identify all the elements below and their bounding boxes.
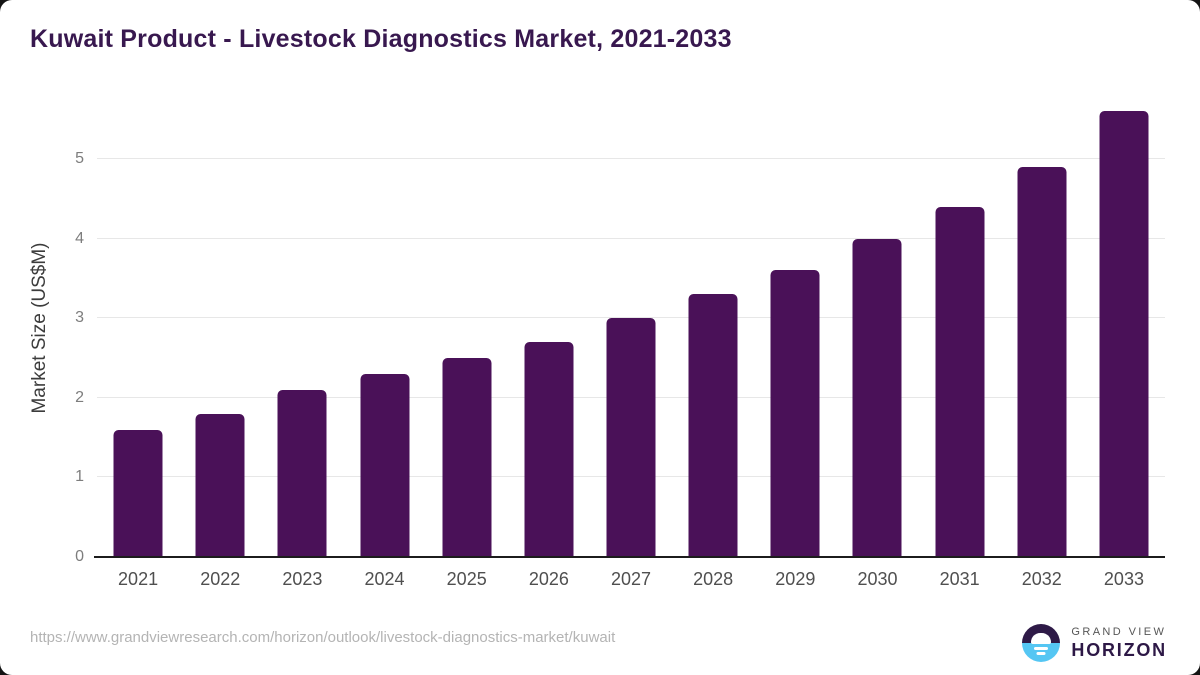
bar-slot-2030 bbox=[836, 99, 918, 557]
source-url: https://www.grandviewresearch.com/horizo… bbox=[30, 629, 616, 646]
bar-2033 bbox=[1099, 111, 1149, 557]
bar-slot-2033 bbox=[1083, 99, 1165, 557]
x-tick-label-2021: 2021 bbox=[118, 569, 159, 589]
bar-2025 bbox=[442, 358, 492, 557]
bar-slot-2025 bbox=[426, 99, 508, 557]
y-tick-label-4: 4 bbox=[75, 229, 84, 247]
bar-slot-2026 bbox=[508, 99, 590, 557]
bar-series bbox=[97, 99, 1165, 557]
x-tick-label-2029: 2029 bbox=[775, 569, 816, 589]
logo-text-horizon: HORIZON bbox=[1071, 639, 1167, 660]
x-tick-label-2022: 2022 bbox=[200, 569, 241, 589]
bar-slot-2022 bbox=[179, 99, 261, 557]
bar-2022 bbox=[195, 413, 245, 557]
plot-area bbox=[94, 99, 1165, 558]
y-tick-label-5: 5 bbox=[75, 150, 84, 167]
wave-shape bbox=[1034, 647, 1049, 650]
horizon-sunset-icon bbox=[1022, 624, 1061, 662]
x-axis-labels: 2021 2022 2023 2024 2025 2026 2027 2028 2029 2030… bbox=[97, 563, 1165, 590]
x-tick-label-2032: 2032 bbox=[1021, 569, 1062, 589]
bar-2028 bbox=[688, 294, 738, 557]
y-tick-label-2: 2 bbox=[75, 388, 84, 406]
x-tick-label-2025: 2025 bbox=[446, 569, 487, 589]
x-tick-label-2030: 2030 bbox=[857, 569, 898, 589]
sun-shape bbox=[1031, 633, 1052, 644]
bar-slot-2023 bbox=[261, 99, 343, 557]
bar-slot-2028 bbox=[672, 99, 754, 557]
x-tick-label-2033: 2033 bbox=[1103, 569, 1144, 589]
bar-slot-2029 bbox=[754, 99, 836, 557]
y-tick-label-3: 3 bbox=[75, 309, 84, 327]
x-tick-label-2031: 2031 bbox=[939, 569, 980, 589]
grand-view-horizon-logo: GRAND VIEW HORIZON bbox=[1022, 624, 1167, 662]
x-axis-line bbox=[94, 556, 1165, 558]
bar-2030 bbox=[852, 238, 902, 557]
bar-2021 bbox=[113, 429, 163, 557]
chart-title: Kuwait Product - Livestock Diagnostics M… bbox=[30, 25, 732, 53]
bar-2032 bbox=[1017, 166, 1067, 557]
bar-2027 bbox=[606, 318, 656, 557]
wave-shape bbox=[1036, 652, 1046, 655]
x-tick-label-2027: 2027 bbox=[610, 569, 652, 589]
gridline-y-3 bbox=[97, 317, 1165, 319]
logo-text-grand-view: GRAND VIEW bbox=[1071, 625, 1167, 638]
bar-2024 bbox=[360, 373, 410, 557]
bar-slot-2021 bbox=[97, 99, 179, 557]
x-tick-label-2024: 2024 bbox=[364, 569, 405, 589]
y-tick-label-1: 1 bbox=[75, 468, 84, 486]
bar-2023 bbox=[277, 389, 327, 557]
bar-2029 bbox=[770, 270, 820, 557]
bar-2026 bbox=[524, 342, 574, 557]
x-tick-label-2028: 2028 bbox=[693, 569, 734, 589]
y-tick-label-0: 0 bbox=[75, 548, 84, 565]
logo-text: GRAND VIEW HORIZON bbox=[1071, 626, 1167, 661]
bar-2031 bbox=[935, 206, 985, 557]
gridline-y-5 bbox=[97, 158, 1165, 159]
bar-slot-2024 bbox=[343, 99, 425, 557]
bar-slot-2032 bbox=[1001, 99, 1083, 557]
bar-slot-2031 bbox=[919, 99, 1001, 557]
bar-slot-2027 bbox=[590, 99, 672, 557]
x-tick-label-2026: 2026 bbox=[528, 569, 569, 589]
x-tick-label-2023: 2023 bbox=[282, 569, 323, 589]
gridline-y-4 bbox=[97, 237, 1165, 239]
